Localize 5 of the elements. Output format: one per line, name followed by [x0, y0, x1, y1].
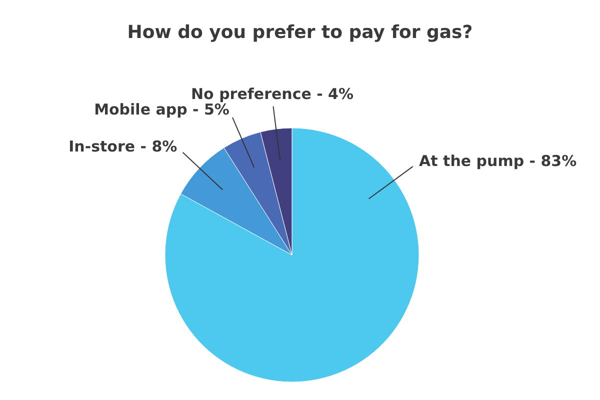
slice-label: In-store - 8% [68, 137, 178, 156]
slice-label: Mobile app - 5% [94, 100, 230, 119]
slice-label: At the pump - 83% [419, 152, 577, 170]
slice-label: No preference - 4% [190, 84, 354, 103]
chart-title: How do you prefer to pay for gas? [126, 22, 474, 43]
